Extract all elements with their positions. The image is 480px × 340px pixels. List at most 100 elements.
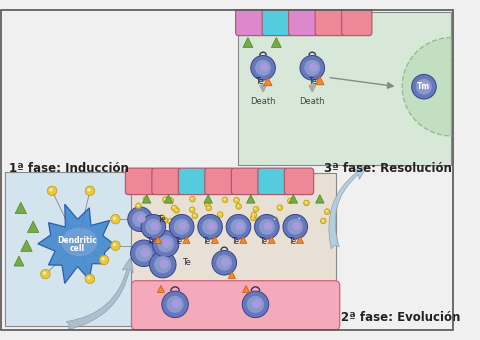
FancyBboxPatch shape [131,173,336,326]
Polygon shape [242,286,250,292]
Wedge shape [402,37,451,136]
Circle shape [224,198,226,200]
Polygon shape [268,236,275,243]
Polygon shape [243,37,253,48]
Circle shape [297,216,302,222]
Circle shape [289,199,291,201]
Polygon shape [143,194,151,203]
Circle shape [113,217,116,220]
Circle shape [237,205,239,207]
Circle shape [152,231,179,257]
Polygon shape [315,194,324,203]
Circle shape [172,206,175,208]
Circle shape [235,199,237,201]
Circle shape [212,251,237,275]
Circle shape [131,240,157,267]
Circle shape [259,219,275,235]
Text: Te: Te [260,237,268,246]
Circle shape [230,219,246,235]
Text: Death: Death [300,97,325,106]
Circle shape [135,245,153,262]
Circle shape [304,60,320,76]
Circle shape [144,198,146,200]
Circle shape [252,217,254,218]
Circle shape [169,220,171,222]
Circle shape [43,272,46,275]
Circle shape [150,222,159,231]
Polygon shape [38,204,114,284]
Circle shape [283,215,308,239]
Circle shape [99,255,109,265]
Polygon shape [27,221,39,233]
Circle shape [252,213,254,215]
Circle shape [278,206,280,208]
Circle shape [169,215,194,239]
FancyBboxPatch shape [262,7,292,36]
Polygon shape [183,236,190,243]
Circle shape [132,211,148,227]
FancyBboxPatch shape [205,168,234,194]
Circle shape [205,202,208,204]
Polygon shape [155,236,162,243]
Text: Te: Te [204,237,212,246]
Text: Te: Te [175,237,183,246]
Circle shape [85,186,95,196]
Circle shape [236,204,241,209]
Circle shape [49,188,53,191]
Circle shape [217,212,223,218]
Circle shape [175,209,177,211]
Circle shape [272,217,278,223]
Text: cell: cell [70,244,85,253]
Polygon shape [315,76,324,85]
Circle shape [247,296,264,313]
Circle shape [171,205,177,211]
Circle shape [254,207,256,209]
Circle shape [251,212,257,218]
FancyBboxPatch shape [236,7,266,36]
Polygon shape [21,240,32,251]
Circle shape [309,63,318,71]
Circle shape [298,218,300,220]
Text: 3ª fase: Resolución: 3ª fase: Resolución [324,162,451,175]
Circle shape [412,74,436,99]
Circle shape [234,198,240,203]
Circle shape [221,258,230,267]
Circle shape [191,208,192,210]
Circle shape [168,198,174,203]
Circle shape [113,243,116,246]
Ellipse shape [61,228,97,256]
Circle shape [207,206,209,208]
Text: Te: Te [255,78,264,86]
Circle shape [85,274,95,284]
Polygon shape [204,194,213,203]
FancyBboxPatch shape [284,168,314,194]
Circle shape [41,269,50,279]
Text: Tm: Tm [417,82,431,91]
Circle shape [159,215,165,221]
Text: Te: Te [147,237,155,246]
Circle shape [143,197,149,202]
Circle shape [162,291,188,318]
Circle shape [216,255,232,271]
Circle shape [190,207,195,212]
Circle shape [324,209,330,215]
FancyBboxPatch shape [258,168,287,194]
Circle shape [264,222,272,231]
Polygon shape [228,271,235,278]
Circle shape [198,215,222,239]
Circle shape [136,203,141,209]
Circle shape [277,205,283,210]
Circle shape [325,210,327,212]
Circle shape [251,215,256,221]
Polygon shape [157,286,165,292]
Polygon shape [211,236,218,243]
Circle shape [207,222,216,231]
Circle shape [255,60,271,76]
Circle shape [174,219,190,235]
Circle shape [204,201,210,206]
Circle shape [164,219,166,221]
Circle shape [252,299,262,308]
Text: Te: Te [232,237,240,246]
FancyArrowPatch shape [66,258,133,330]
Text: Te: Te [157,215,166,224]
